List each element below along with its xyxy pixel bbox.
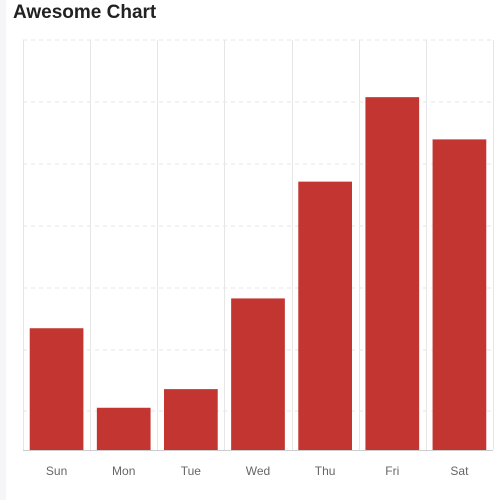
chart-bars — [29, 97, 487, 451]
chart-grid — [23, 39, 494, 450]
x-tick-label: Tue — [181, 464, 202, 478]
chart-title: Awesome Chart — [13, 2, 157, 23]
bar-wed[interactable] — [231, 298, 285, 450]
x-tick-label: Sat — [450, 464, 469, 478]
x-tick-label: Thu — [315, 464, 336, 478]
bar-sun[interactable] — [29, 328, 84, 450]
x-tick-label: Sun — [46, 464, 67, 478]
x-tick-label: Fri — [385, 464, 399, 478]
bar-thu[interactable] — [298, 181, 352, 451]
bar-fri[interactable] — [365, 97, 420, 450]
bar-mon[interactable] — [96, 407, 151, 450]
x-tick-label: Wed — [246, 464, 270, 478]
x-axis-labels: Sun Mon Tue Wed Thu Fri Sat — [46, 464, 469, 478]
bar-tue[interactable] — [164, 389, 218, 450]
bar-sat[interactable] — [432, 139, 487, 451]
x-tick-label: Mon — [112, 464, 135, 478]
